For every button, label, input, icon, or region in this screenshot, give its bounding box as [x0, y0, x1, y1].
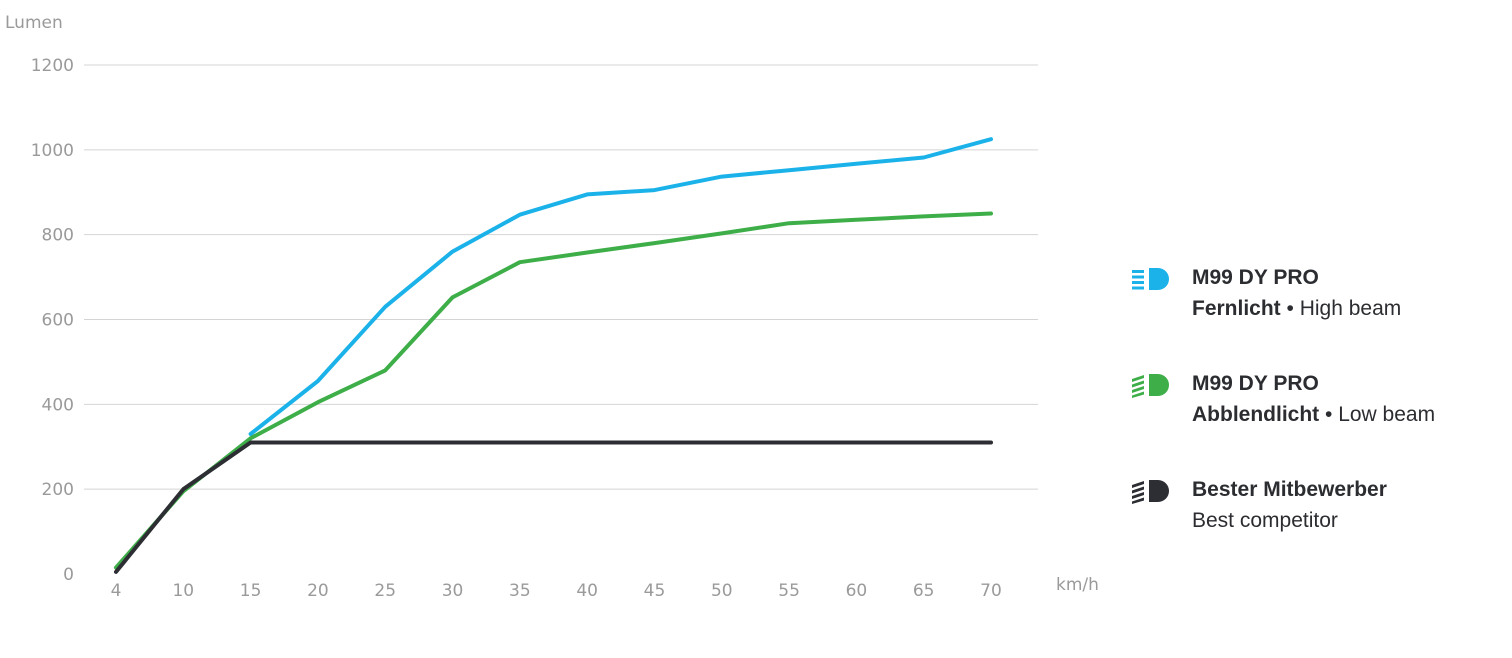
series-lines — [114, 137, 993, 574]
x-tick-label: 70 — [980, 581, 1002, 601]
low-beam-icon — [1132, 374, 1169, 398]
y-tick-label: 200 — [42, 480, 74, 500]
x-tick-label: 25 — [374, 581, 396, 601]
legend-separator: • — [1280, 297, 1300, 320]
x-tick-label: 20 — [307, 581, 329, 601]
gridlines — [84, 64, 1038, 490]
x-tick-label: 50 — [711, 581, 733, 601]
legend-item-high-beam: M99 DY PRO Fernlicht • High beam — [1130, 262, 1500, 320]
legend-separator: • — [1319, 403, 1339, 426]
x-tick-label: 10 — [172, 581, 194, 601]
series-line-competitor — [114, 440, 993, 574]
x-tick-label: 65 — [913, 581, 935, 601]
low-beam-icon — [1132, 480, 1169, 504]
x-tick-label: 45 — [644, 581, 666, 601]
legend-beam-de: Abblendlicht — [1192, 403, 1320, 426]
x-tick-label: 55 — [778, 581, 800, 601]
x-tick-label: 4 — [111, 581, 122, 601]
y-tick-label: 0 — [63, 565, 74, 585]
y-tick-label: 600 — [42, 311, 74, 331]
legend-subtitle: Best competitor — [1192, 509, 1338, 532]
legend-item-low-beam: M99 DY PRO Abblendlicht • Low beam — [1130, 368, 1500, 426]
series-line-high — [248, 137, 993, 436]
legend-title: M99 DY PRO — [1192, 372, 1319, 395]
legend: M99 DY PRO Fernlicht • High beam M99 DY … — [1130, 262, 1500, 580]
x-tick-labels: 4 10 15 20 25 30 35 40 45 50 55 60 65 70 — [111, 581, 1002, 601]
x-tick-label: 35 — [509, 581, 531, 601]
y-tick-label: 800 — [42, 226, 74, 246]
y-tick-label: 1000 — [31, 141, 74, 161]
y-tick-label: 1200 — [31, 56, 74, 76]
y-axis-label: Lumen — [5, 13, 63, 33]
x-axis-label: km/h — [1056, 575, 1099, 595]
y-tick-label: 400 — [42, 395, 74, 415]
x-tick-label: 40 — [576, 581, 598, 601]
legend-title: Bester Mitbewerber — [1192, 478, 1387, 501]
x-tick-label: 30 — [442, 581, 464, 601]
legend-title: M99 DY PRO — [1192, 266, 1319, 289]
y-tick-labels: 0 200 400 600 800 1000 1200 — [31, 56, 74, 585]
legend-beam-en: High beam — [1299, 297, 1402, 320]
series-line-low — [114, 211, 993, 570]
legend-beam-en: Low beam — [1338, 403, 1436, 426]
x-tick-label: 60 — [846, 581, 868, 601]
legend-item-competitor: Bester Mitbewerber Best competitor — [1130, 474, 1500, 532]
high-beam-icon — [1132, 268, 1169, 290]
x-tick-label: 15 — [240, 581, 262, 601]
legend-beam-de: Fernlicht — [1192, 297, 1281, 320]
